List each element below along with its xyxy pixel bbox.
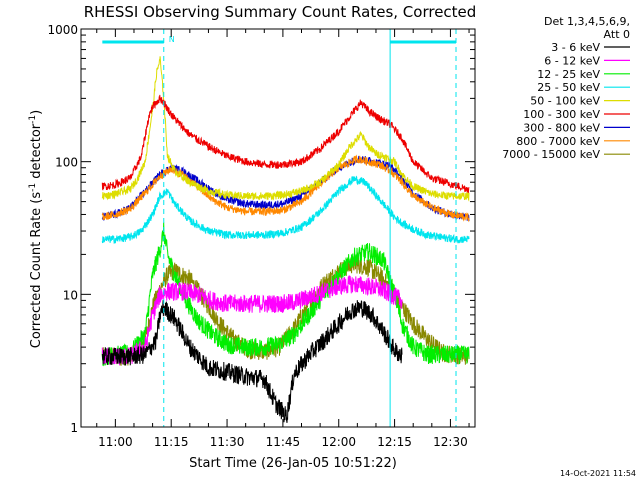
y-tick-label: 1000 [47,23,78,37]
y-axis-label-sup: -1 [28,183,38,192]
legend-label: 800 - 7000 keV [516,135,600,148]
y-axis-label-part: ) [29,110,44,115]
x-tick-label: 11:45 [266,435,301,449]
chart-title: RHESSI Observing Summary Count Rates, Co… [84,3,477,21]
legend-label: 6 - 12 keV [544,54,600,67]
y-tick-label: 1 [70,421,78,435]
legend-label: 300 - 800 keV [523,121,600,134]
legend-header-line: Det 1,3,4,5,6,9, [544,15,630,28]
x-tick-label: 11:30 [210,435,245,449]
legend-label: 25 - 50 keV [537,81,600,94]
y-axis-label: Corrected Count Rate (s-1 detector-1) [28,110,44,348]
y-tick-label: 100 [55,156,78,170]
x-tick-label: 12:15 [377,435,412,449]
y-axis-label-part: detector [29,123,44,183]
x-tick-label: 12:00 [321,435,356,449]
legend-header-line: Att 0 [604,28,630,41]
night-marker: N [169,35,175,44]
x-tick-label: 11:15 [154,435,189,449]
legend-label: 7000 - 15000 keV [502,148,600,161]
legend-label: 100 - 300 keV [523,108,600,121]
y-axis-label-part: Corrected Count Rate (s [29,192,44,349]
series-line [101,300,403,423]
timestamp: 14-Oct-2021 11:54 [560,469,636,478]
y-tick-label: 10 [63,288,78,302]
y-axis-label-sup: -1 [28,115,38,124]
legend-label: 12 - 25 keV [537,68,600,81]
legend-label: 3 - 6 keV [551,41,600,54]
x-axis-label: Start Time (26-Jan-05 10:51:22) [189,456,397,471]
plot-frame [80,28,476,428]
x-tick-label: 12:30 [433,435,468,449]
series-line [101,56,470,202]
x-tick-label: 11:00 [98,435,133,449]
series-line [101,275,403,366]
legend-label: 50 - 100 keV [530,95,600,108]
plot-area: N 11:00 11:15 11:30 11:45 12:00 12:15 12:30 1 10 1… [47,23,476,449]
